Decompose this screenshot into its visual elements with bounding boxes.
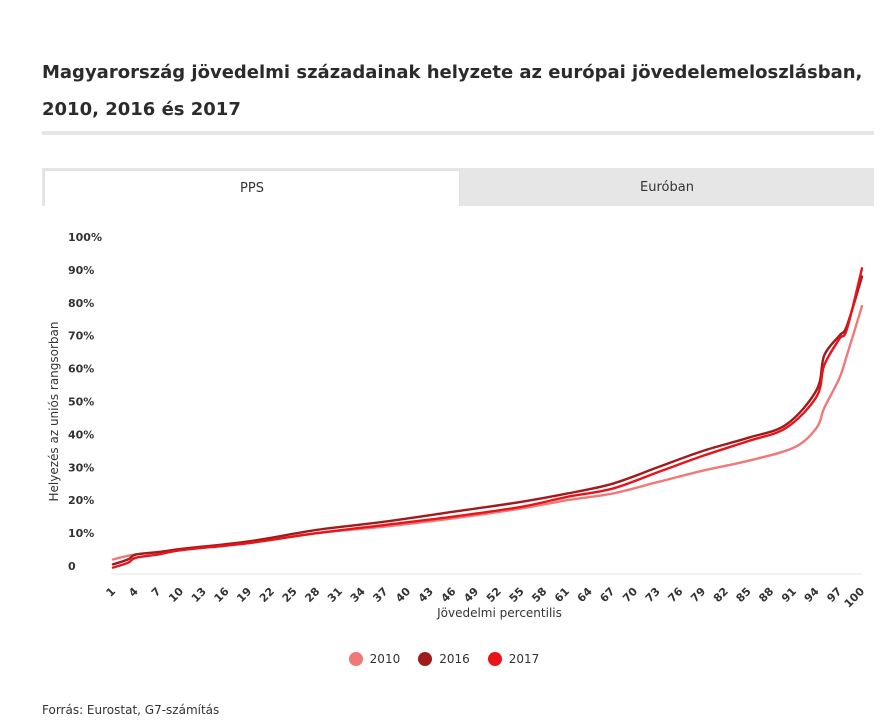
x-tick-label: 28 xyxy=(302,585,322,605)
tab-euroban[interactable]: Euróban xyxy=(640,179,694,195)
x-tick-label: 94 xyxy=(802,585,822,605)
x-tick-label: 79 xyxy=(688,585,708,605)
x-tick-label: 64 xyxy=(575,585,595,605)
y-tick-label: 40% xyxy=(68,428,94,441)
x-tick-label: 13 xyxy=(189,585,209,605)
legend-item-2017[interactable]: 2017 xyxy=(487,652,540,666)
x-tick-label: 46 xyxy=(439,585,459,605)
x-tick-label: 34 xyxy=(348,585,368,605)
y-tick-label: 100% xyxy=(68,231,102,244)
x-tick-label: 22 xyxy=(257,585,277,605)
series-line-2010 xyxy=(111,304,864,561)
x-tick-label: 82 xyxy=(711,585,731,605)
legend-item-2010[interactable]: 2010 xyxy=(348,652,401,666)
series-line-2016 xyxy=(111,275,864,566)
x-tick-label: 19 xyxy=(234,585,254,605)
y-tick-label: 70% xyxy=(68,330,94,343)
line-chart: 010%20%30%40%50%60%70%80%90%100%1 4 7 10 13 1… xyxy=(47,231,868,620)
x-tick-label: 61 xyxy=(552,585,572,605)
x-tick-label: 4 xyxy=(126,585,141,600)
legend-label: 2010 xyxy=(369,652,401,666)
tab-pps[interactable]: PPS xyxy=(44,170,460,206)
x-tick-label: 73 xyxy=(643,585,663,605)
x-tick-label: 76 xyxy=(666,585,686,605)
y-tick-label: 50% xyxy=(68,396,94,409)
x-tick-label: 100 xyxy=(842,585,868,611)
legend-swatch xyxy=(348,652,363,666)
legend-swatch xyxy=(418,652,433,666)
legend-item-2016[interactable]: 2016 xyxy=(418,652,470,666)
x-tick-label: 43 xyxy=(416,585,436,605)
x-tick-label: 1 xyxy=(104,585,119,600)
title-divider xyxy=(42,131,874,135)
x-tick-label: 7 xyxy=(149,585,164,600)
x-tick-label: 10 xyxy=(166,585,186,605)
x-axis-title: Jövedelmi percentilis xyxy=(436,606,562,620)
source-note: Forrás: Eurostat, G7-számítás xyxy=(42,703,220,717)
x-tick-label: 88 xyxy=(756,585,776,605)
x-tick-label: 31 xyxy=(325,585,345,605)
legend-label: 2016 xyxy=(439,652,470,666)
chart-title: Magyarország jövedelmi századainak helyz… xyxy=(42,62,863,120)
y-tick-label: 60% xyxy=(68,363,94,376)
series-line-2017 xyxy=(111,267,864,569)
y-tick-label: 10% xyxy=(68,527,94,540)
x-tick-label: 58 xyxy=(529,585,549,605)
y-tick-label: 30% xyxy=(68,461,94,474)
legend-swatch xyxy=(487,652,502,666)
x-tick-label: 37 xyxy=(370,585,390,605)
x-tick-label: 55 xyxy=(507,585,527,605)
y-tick-label: 20% xyxy=(68,494,94,507)
y-tick-label: 0 xyxy=(68,560,76,573)
x-tick-label: 52 xyxy=(484,585,504,605)
legend-label: 2017 xyxy=(508,652,540,666)
y-tick-label: 80% xyxy=(68,297,94,310)
x-tick-label: 16 xyxy=(212,585,232,605)
chart-legend: 2010 2016 2017 xyxy=(0,648,888,670)
x-tick-label: 85 xyxy=(734,585,754,605)
y-tick-label: 90% xyxy=(68,264,94,277)
x-tick-label: 67 xyxy=(597,585,617,605)
x-tick-label: 70 xyxy=(620,585,640,605)
x-tick-label: 25 xyxy=(280,585,300,605)
x-tick-label: 91 xyxy=(779,585,799,605)
x-tick-label: 49 xyxy=(461,585,481,605)
y-axis-title: Helyezés az uniós rangsorban xyxy=(47,321,61,501)
tab-bar: PPS Euróban xyxy=(42,168,874,206)
x-tick-label: 40 xyxy=(393,585,413,605)
